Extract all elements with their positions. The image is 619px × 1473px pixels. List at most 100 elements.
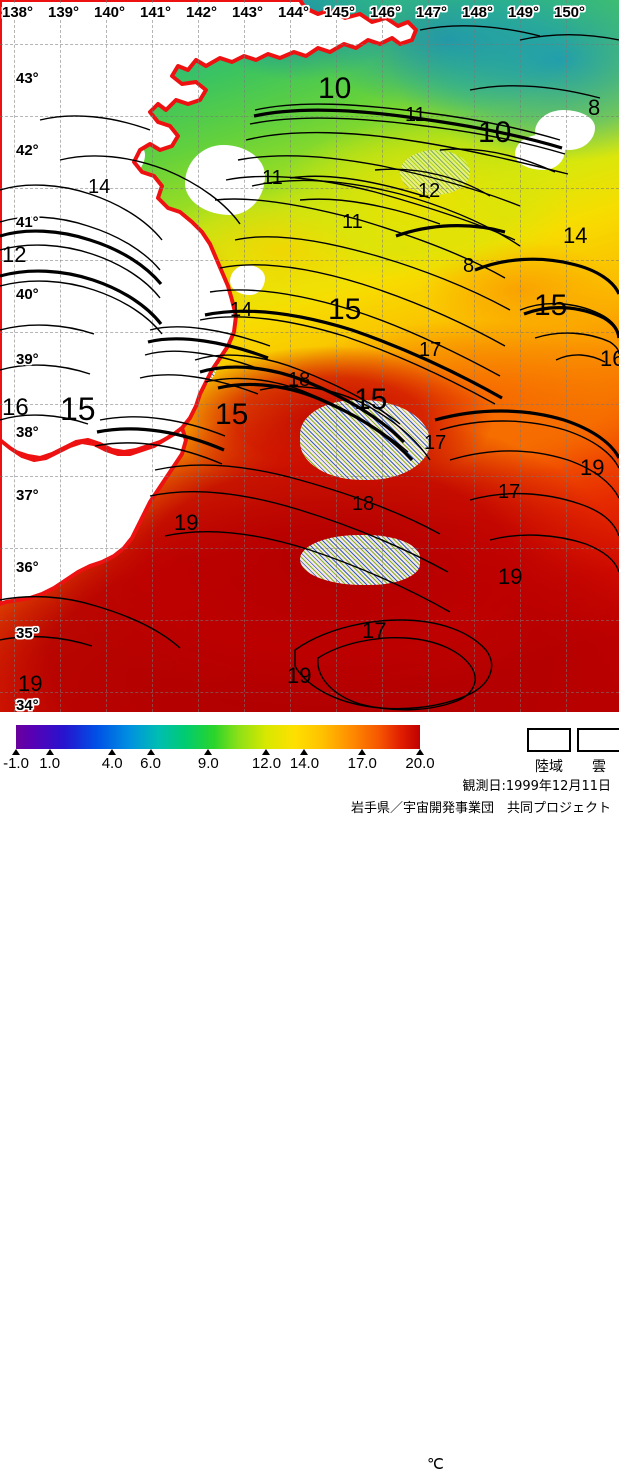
temperature-colorbar xyxy=(16,725,420,749)
legend-key-label-land: 陸域 xyxy=(535,759,563,775)
contour-line-major xyxy=(96,427,225,452)
contour-line xyxy=(225,175,516,241)
grid-line-lat xyxy=(0,692,619,693)
contour-line xyxy=(0,635,93,647)
contour-line xyxy=(245,131,569,175)
grid-line-lat xyxy=(0,260,619,261)
contour-line xyxy=(0,184,163,241)
grid-line-lat xyxy=(0,116,619,117)
contour-line xyxy=(449,450,619,499)
contour-line-major xyxy=(253,108,563,150)
grid-line-lon xyxy=(60,0,61,712)
contour-line xyxy=(209,289,501,377)
contour-line-major xyxy=(147,337,269,360)
grid-line-lon xyxy=(336,0,337,712)
contour-line xyxy=(0,216,161,271)
contour-line-major xyxy=(395,224,506,238)
contour-line xyxy=(164,530,451,613)
contour-line xyxy=(374,168,491,197)
sst-map-panel: 138° 139° 140° 141° 142° 143° 144° 145° … xyxy=(0,0,619,712)
grid-line-lon xyxy=(152,0,153,712)
contour-line xyxy=(249,117,566,155)
contour-line xyxy=(469,85,601,99)
colorbar-tick-mark xyxy=(416,749,424,755)
contour-line xyxy=(0,324,95,335)
grid-line-lat xyxy=(0,404,619,405)
contour-line-major xyxy=(474,257,619,295)
contour-line xyxy=(534,332,619,355)
contour-line xyxy=(0,364,91,375)
grid-line-lat xyxy=(0,44,619,45)
grid-line-lon xyxy=(106,0,107,712)
colorbar-tick-label: 4.0 xyxy=(101,755,123,772)
contour-line xyxy=(194,354,401,425)
contour-line-major xyxy=(199,365,406,444)
grid-line-lon xyxy=(198,0,199,712)
colorbar-tick-label: 20.0 xyxy=(405,755,435,772)
contour-line xyxy=(259,385,431,461)
colorbar-tick-mark xyxy=(358,749,367,755)
contour-line xyxy=(299,198,441,225)
colorbar-tick-mark xyxy=(146,749,155,755)
contour-line xyxy=(439,148,556,173)
contour-line xyxy=(204,377,409,453)
contour-line xyxy=(0,414,89,425)
contour-line xyxy=(199,316,496,405)
contour-line-major xyxy=(523,306,619,339)
contour-line xyxy=(214,198,506,279)
contour-line xyxy=(234,236,511,311)
colorbar-unit-label: ℃ xyxy=(427,1456,444,1473)
contour-line xyxy=(489,534,619,573)
contour-line xyxy=(139,374,259,395)
contour-line xyxy=(519,34,619,41)
contour-line xyxy=(144,350,263,371)
colorbar-tick-label: 12.0 xyxy=(251,755,282,772)
contour-line xyxy=(439,420,619,469)
honshu-south-landmass xyxy=(0,426,188,606)
colorbar-tick-mark xyxy=(45,749,54,755)
grid-line-lon xyxy=(428,0,429,712)
contour-line xyxy=(149,326,271,347)
contour-line xyxy=(99,416,226,437)
contour-line xyxy=(154,464,441,535)
contour-line xyxy=(289,175,431,199)
contour-line xyxy=(149,490,449,573)
contour-line-major xyxy=(0,269,163,325)
grid-line-lat xyxy=(0,476,619,477)
colorbar-tick-mark xyxy=(300,749,309,755)
contour-line xyxy=(237,155,521,207)
colorbar-tick-label: -1.0 xyxy=(3,755,29,772)
colorbar-tick-mark xyxy=(262,749,271,755)
legend-key-box-cloud xyxy=(577,728,619,752)
grid-line-lat xyxy=(0,620,619,621)
contour-line xyxy=(294,619,493,710)
land-mask-overlay xyxy=(0,0,418,606)
legend-key-box-land xyxy=(527,728,571,752)
grid-line-lat xyxy=(0,188,619,189)
contour-line xyxy=(219,264,506,347)
contour-line xyxy=(254,103,561,141)
grid-line-lat xyxy=(0,548,619,549)
grid-line-lon xyxy=(520,0,521,712)
colorbar-tick-label: 1.0 xyxy=(39,755,61,772)
legend-key-label-cloud: 雲 xyxy=(592,759,606,775)
contour-line xyxy=(94,442,223,465)
contour-line xyxy=(0,280,163,335)
cloud-noise-patch xyxy=(300,400,430,480)
contour-lines-overlay xyxy=(0,25,619,711)
grid-line-lon xyxy=(14,0,15,712)
contour-line xyxy=(419,25,541,37)
colorbar-tick-mark xyxy=(108,749,117,755)
colorbar-tick-mark xyxy=(204,749,213,755)
grid-line-lon xyxy=(474,0,475,712)
contour-line xyxy=(59,155,241,225)
colorbar-tick-label: 6.0 xyxy=(140,755,161,772)
contour-line xyxy=(0,244,161,299)
colorbar-tick-label: 14.0 xyxy=(289,755,320,772)
cloud-noise-patch xyxy=(300,535,420,585)
contour-line xyxy=(555,354,606,363)
colorbar-tick-label: 9.0 xyxy=(197,755,219,772)
contour-line-major xyxy=(434,409,619,459)
contour-line-major xyxy=(204,309,503,400)
project-credit: 岩手県／宇宙開発事業団 共同プロジェクト xyxy=(350,801,611,816)
